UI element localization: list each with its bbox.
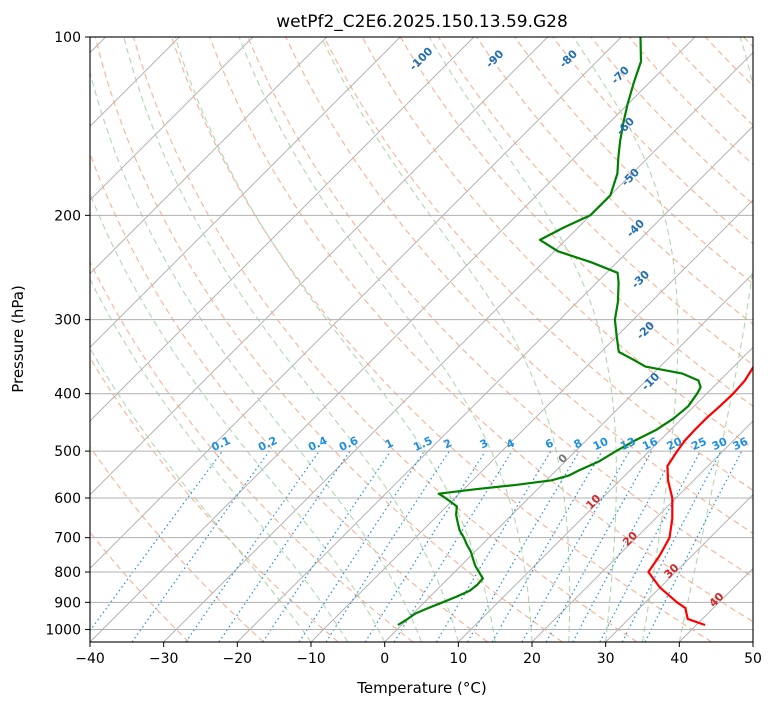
mixing-ratio-line <box>435 450 552 642</box>
y-tick-label: 100 <box>54 30 81 46</box>
isotherm-line <box>310 199 753 642</box>
dry-adiabat-line <box>90 260 414 642</box>
y-tick-label: 800 <box>54 565 81 581</box>
dry-adiabat-line <box>132 37 638 642</box>
mixing-ratio-label: 30 <box>710 435 730 453</box>
isotherm-line <box>236 125 753 642</box>
isotherm-line <box>531 420 753 642</box>
plot-frame <box>89 36 754 643</box>
mixing-ratio-line <box>572 450 677 642</box>
moist-adiabat-line <box>678 37 753 642</box>
isotherm-line <box>90 37 622 569</box>
profiles <box>397 37 753 627</box>
isotherm-line <box>90 37 401 348</box>
x-tick-label: 30 <box>597 651 615 667</box>
mixing-ratio-line <box>325 450 450 642</box>
isotherm-line <box>90 37 549 496</box>
moist-adiabat-line <box>123 37 459 642</box>
x-tick-label: 40 <box>670 651 688 667</box>
dry-adiabat-line <box>514 37 753 285</box>
moist-adiabat-line <box>90 70 423 642</box>
mixing-ratio-line <box>218 450 351 642</box>
x-tick-label: 0 <box>380 651 389 667</box>
y-tick-label: 300 <box>54 313 81 329</box>
mixing-ratio-label: 13 <box>618 435 637 453</box>
dewpoint-profile-line <box>397 37 702 626</box>
x-tick-label: 10 <box>449 651 467 667</box>
isotherm-line <box>90 37 475 422</box>
mixing-ratio-line <box>364 450 486 642</box>
isotherm-line <box>163 52 753 642</box>
mixing-ratio-label: 20 <box>665 435 685 453</box>
moist-adiabat-line <box>174 37 496 642</box>
mixing-ratio-line <box>599 450 702 642</box>
dry-adiabat-line <box>476 37 753 325</box>
x-tick-label: 20 <box>523 651 541 667</box>
mixing-ratio-line <box>262 450 392 642</box>
chart-title: wetPf2_C2E6.2025.150.13.59.G28 <box>276 12 568 32</box>
moist-adiabat-line <box>572 37 679 642</box>
y-tick-label: 500 <box>54 444 81 460</box>
dry-adiabat-line <box>209 37 753 623</box>
x-tick-label: −20 <box>223 651 253 667</box>
y-axis-title: Pressure (hPa) <box>9 285 27 393</box>
moist-adiabat-line <box>238 37 533 642</box>
y-axis: 100 200 300 400 500 600 700 800 900 1000 <box>45 30 90 638</box>
x-axis-title: Temperature (°C) <box>356 679 486 697</box>
y-tick-label: 400 <box>54 387 81 403</box>
x-axis: −40 −30 −20 −10 0 10 20 30 40 50 <box>75 642 762 667</box>
mixing-ratio-line <box>185 450 320 642</box>
x-tick-label: −10 <box>296 651 326 667</box>
isotherm-line <box>90 37 180 127</box>
x-tick-label: −40 <box>75 651 105 667</box>
mixing-ratio-label: 25 <box>689 435 708 453</box>
dry-adiabat-line <box>323 37 753 492</box>
dry-adiabat-line <box>247 37 753 578</box>
isotherm-line <box>457 346 753 642</box>
y-tick-label: 1000 <box>45 622 81 638</box>
mixing-ratio-line <box>298 450 425 642</box>
y-tick-label: 200 <box>54 208 81 224</box>
x-tick-label: 50 <box>744 651 762 667</box>
isotherm-line <box>605 494 753 642</box>
temperature-profile-line <box>647 364 753 627</box>
moist-adiabat-line <box>90 192 386 642</box>
mixing-ratio-label: 16 <box>640 435 660 453</box>
moist-adiabat-line <box>428 37 617 642</box>
dry-adiabat-line <box>285 37 753 535</box>
x-tick-label: −30 <box>149 651 179 667</box>
mixing-ratio-label: 36 <box>731 435 751 453</box>
moist-adiabat-line <box>90 278 349 642</box>
isotherm-line <box>90 37 254 201</box>
mixing-ratio-line <box>466 450 580 642</box>
dry-adiabat-line <box>90 445 264 642</box>
isotherm-line <box>384 273 753 642</box>
y-tick-label: 700 <box>54 531 81 547</box>
plot-background <box>90 37 753 642</box>
mixing-ratio-label: 10 <box>591 435 611 453</box>
y-tick-label: 900 <box>54 595 81 611</box>
pressure-gridlines <box>90 37 753 630</box>
isotherm-line <box>90 37 328 275</box>
isotherm-line <box>90 37 696 642</box>
dry-adiabat-line <box>94 37 563 642</box>
moist-adiabat-line <box>320 37 571 642</box>
y-tick-label: 600 <box>54 491 81 507</box>
